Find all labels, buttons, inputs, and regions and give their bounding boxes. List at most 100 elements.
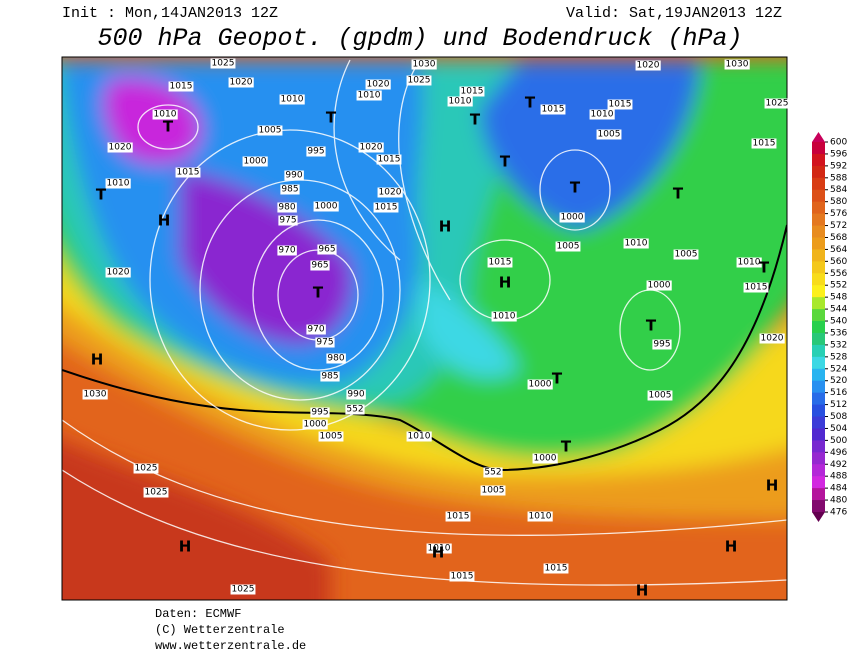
isobar-label: 970	[307, 325, 324, 335]
isobar-label-box	[365, 79, 391, 90]
isobar-label-box	[532, 453, 558, 464]
isobar-label: 1030	[84, 390, 107, 400]
pressure-center: H	[499, 274, 512, 292]
colorbar-label: 484	[830, 484, 847, 494]
colorbar-swatch	[812, 153, 825, 167]
colorbar-label: 488	[830, 472, 847, 482]
pressure-center: T	[759, 259, 770, 277]
pressure-center: T	[96, 186, 107, 204]
isobar-label: 1010	[738, 258, 761, 268]
isobar-label: 1015	[375, 203, 398, 213]
isobar-label-box	[743, 282, 769, 293]
init-time: Init : Mon,14JAN2013 12Z	[62, 5, 278, 22]
colorbar-swatch	[812, 273, 825, 286]
isobar-label-box	[277, 202, 297, 213]
colorbar-swatch	[812, 142, 825, 155]
pressure-center: T	[470, 111, 481, 129]
pressure-center: T	[570, 179, 581, 197]
isobar-label-box	[652, 339, 672, 350]
isobar-label: 1015	[609, 100, 632, 110]
isobar-label: 1010	[154, 110, 177, 120]
isobar-label-box	[764, 98, 790, 109]
isobar-label-box	[302, 419, 328, 430]
isobar-label: 1010	[107, 179, 130, 189]
pressure-center: H	[766, 477, 779, 495]
colorbar-label: 548	[830, 293, 847, 303]
colorbar-swatch	[812, 261, 825, 274]
isobar-label-box	[491, 311, 517, 322]
isobar-label-box	[279, 94, 305, 105]
map-labels: 1025102010151010100510009959909859809759…	[82, 58, 790, 600]
isobar-label: 965	[311, 261, 328, 271]
isobar-label: 1000	[529, 380, 552, 390]
colorbar-label: 592	[830, 161, 847, 171]
colorbar-swatch	[812, 344, 825, 358]
isobar-label: 1000	[561, 213, 584, 223]
isobar-label: 995	[307, 147, 324, 157]
isobar-label: 1005	[320, 432, 343, 442]
pressure-center: H	[91, 351, 104, 369]
colorbar-swatch	[812, 321, 825, 334]
colorbar-swatch	[812, 237, 825, 250]
colorbar-swatch	[812, 488, 825, 501]
isobar-label-box	[646, 280, 672, 291]
colorbar-label: 560	[830, 257, 847, 267]
map-frame	[61, 56, 788, 601]
isobar-label: 1015	[545, 564, 568, 574]
colorbar-label: 508	[830, 412, 847, 422]
isobar-label-box	[449, 571, 475, 582]
isobar-label: 1010	[408, 432, 431, 442]
colorbar-label: 480	[830, 496, 847, 506]
isobar-label: 1025	[408, 76, 431, 86]
colorbar-label: 536	[830, 328, 847, 338]
height-label-box	[345, 404, 365, 415]
isobar-label: 1005	[482, 486, 505, 496]
isobar-label-box	[356, 90, 382, 101]
pressure-center: H	[179, 538, 192, 556]
colorbar-swatch	[812, 201, 825, 215]
isobar-label-box	[152, 109, 178, 120]
isobar-label: 980	[278, 203, 295, 213]
colorbar-label: 552	[830, 281, 847, 291]
colorbar-swatch	[812, 297, 825, 310]
colorbar-swatch	[812, 452, 825, 465]
isobar-label-box	[406, 431, 432, 442]
isobar-label-box	[175, 167, 201, 178]
colorbar-swatch	[812, 177, 825, 191]
isobar-label: 1015	[378, 155, 401, 165]
isobar-label-box	[373, 202, 399, 213]
isobar-label: 1015	[170, 82, 193, 92]
isobar-label-box	[647, 390, 673, 401]
isobar-label: 1025	[212, 59, 235, 69]
pressure-center: T	[552, 370, 563, 388]
footer-line: www.wetterzentrale.de	[155, 639, 306, 653]
colorbar-label: 528	[830, 352, 847, 362]
isobar-label: 1020	[230, 78, 253, 88]
colorbar-swatch	[812, 309, 825, 322]
pressure-center: H	[725, 538, 738, 556]
isobar-label-box	[623, 238, 649, 249]
colorbar-swatch	[812, 440, 825, 453]
colorbar-label: 520	[830, 376, 847, 386]
isobar-label-box	[318, 431, 344, 442]
pressure-center: H	[158, 212, 171, 230]
isobar-label-box	[257, 125, 283, 136]
isobar-label-box	[280, 184, 300, 195]
isobar-label: 1010	[449, 97, 472, 107]
footer-line: Daten: ECMWF	[155, 607, 241, 621]
colorbar-swatch	[812, 165, 825, 179]
isobar-label-box	[376, 154, 402, 165]
isobar-label: 1005	[557, 242, 580, 252]
isobar-label-box	[543, 563, 569, 574]
isobar-label-box	[143, 487, 169, 498]
isobar-label: 965	[318, 245, 335, 255]
colorbar-swatch	[812, 392, 825, 406]
height-label: 552	[346, 405, 363, 415]
isobar-label-box	[242, 156, 268, 167]
isobar-label: 985	[281, 185, 298, 195]
isobar-label: 1015	[451, 572, 474, 582]
isobar-label-box	[105, 267, 131, 278]
colorbar-label: 564	[830, 245, 847, 255]
isobar-label-box	[447, 96, 473, 107]
